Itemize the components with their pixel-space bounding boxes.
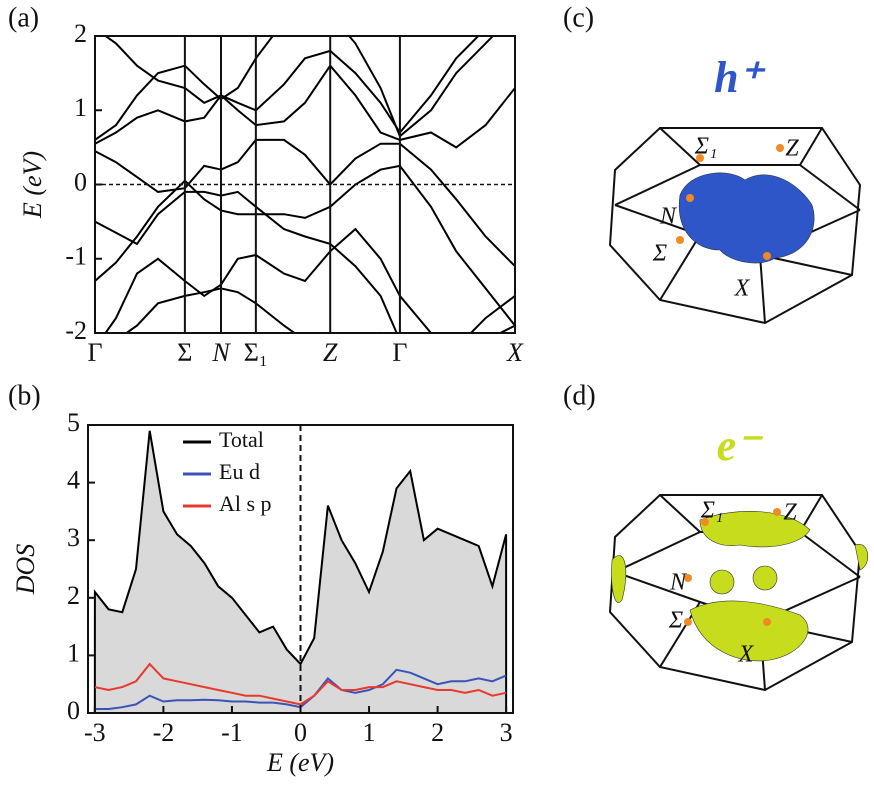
k-point-label: Σ₁ <box>700 498 724 524</box>
k-point <box>773 508 781 516</box>
series-line <box>95 64 515 149</box>
series-line <box>93 430 508 713</box>
y-tick-label: -2 <box>65 316 87 345</box>
surface-title: e⁻ <box>717 421 764 470</box>
k-point-label: Z <box>785 136 799 162</box>
k-point <box>763 618 771 626</box>
series-line <box>95 190 515 333</box>
y-tick-label: 2 <box>74 19 87 48</box>
k-point-label: N <box>669 570 688 596</box>
x-tick-label: Σ₁ <box>244 338 268 367</box>
y-tick-label: 1 <box>67 638 80 667</box>
k-point <box>696 154 704 162</box>
series-line <box>94 662 507 706</box>
surface <box>611 511 868 662</box>
k-point <box>701 518 709 526</box>
x-tick-label: Σ <box>177 338 192 367</box>
k-point <box>684 618 692 626</box>
surface <box>678 172 815 264</box>
k-point-label: X <box>738 642 755 668</box>
legend-label: Total <box>219 427 264 452</box>
x-axis-label: E (eV) <box>266 748 334 777</box>
x-tick-label: Γ <box>87 338 102 367</box>
k-point-label: Z <box>783 500 797 526</box>
x-tick-label: Z <box>323 338 338 367</box>
surface-title: h⁺ <box>714 53 765 102</box>
k-point-label: X <box>734 276 751 302</box>
k-point-label: N <box>659 204 678 230</box>
series-line <box>124 287 515 333</box>
legend-label: Eu d <box>219 459 260 484</box>
k-point-label: Σ₁ <box>694 134 718 160</box>
x-tick-label: 3 <box>500 718 513 747</box>
series-line <box>95 138 515 267</box>
k-point-label: Σ <box>652 241 667 267</box>
x-tick-label: 2 <box>431 718 444 747</box>
plot-area <box>95 36 515 333</box>
panel-label: (c) <box>563 2 594 33</box>
k-point-label: Σ <box>668 608 683 634</box>
k-point <box>686 194 694 202</box>
y-tick-label: 4 <box>67 466 80 495</box>
fermi-surface-electron: e⁻ <box>608 421 868 692</box>
y-tick-label: 3 <box>67 523 80 552</box>
series-line <box>95 164 515 327</box>
x-tick-label: 0 <box>294 718 307 747</box>
y-tick-label: 2 <box>67 581 80 610</box>
y-tick-label: 1 <box>74 93 87 122</box>
series-line <box>103 36 480 135</box>
series-line <box>95 36 495 141</box>
x-tick-label: X <box>506 338 524 367</box>
y-tick-label: 0 <box>67 696 80 725</box>
series-line <box>104 227 433 333</box>
y-tick-label: 5 <box>67 408 80 437</box>
fermi-surface-hole: h⁺ <box>608 53 862 325</box>
y-axis-label: DOS <box>11 544 40 596</box>
x-tick-label: -3 <box>84 718 106 747</box>
k-point <box>684 574 692 582</box>
k-point <box>776 144 784 152</box>
x-tick-label: N <box>211 338 231 367</box>
panel-label: (a) <box>8 2 39 33</box>
panel-label: (b) <box>8 380 41 411</box>
k-point <box>763 252 771 260</box>
k-point <box>676 236 684 244</box>
x-tick-label: 1 <box>363 718 376 747</box>
y-axis-label: E (eV) <box>18 151 47 219</box>
x-tick-label: -1 <box>221 718 243 747</box>
y-tick-label: 0 <box>74 167 87 196</box>
panel-label: (d) <box>563 380 596 411</box>
y-tick-label: -1 <box>65 242 87 271</box>
legend-label: Al s p <box>219 491 272 516</box>
x-tick-label: -2 <box>153 718 175 747</box>
x-tick-label: Γ <box>392 338 407 367</box>
